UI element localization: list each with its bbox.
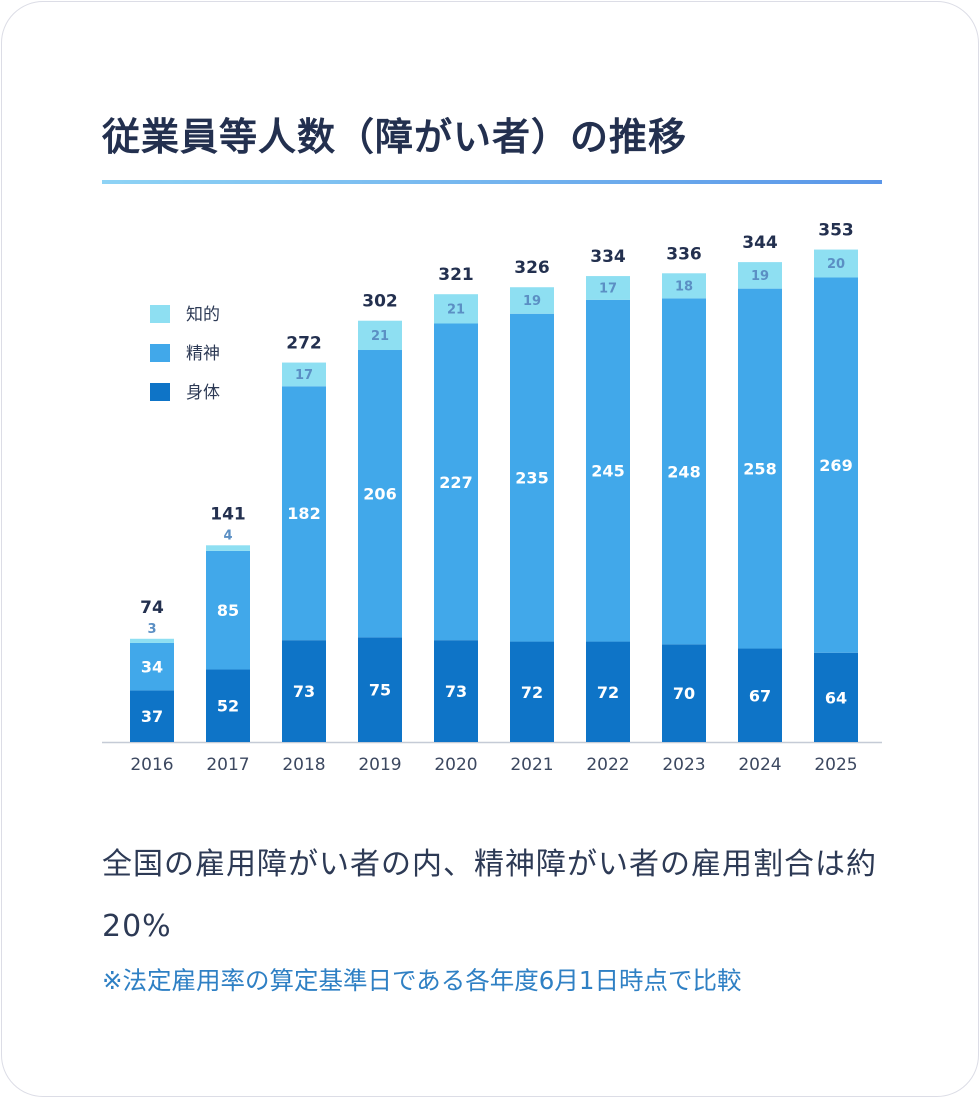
value-label-精神-2025: 269: [819, 456, 852, 475]
total-label-2016: 74: [140, 598, 164, 618]
bar-身体-2024: [738, 648, 782, 742]
bar-精神-2022: [586, 299, 630, 642]
bar-精神-2018: [282, 386, 326, 641]
bar-知的-2018: [282, 362, 326, 387]
value-label-身体-2016: 37: [141, 707, 163, 726]
value-label-知的-2024: 19: [751, 269, 769, 284]
legend-label-知的: 知的: [186, 305, 220, 325]
x-tick-label-2020: 2020: [434, 755, 477, 775]
total-label-2023: 336: [666, 244, 702, 264]
x-tick-label-2017: 2017: [206, 755, 249, 775]
bar-精神-2017: [206, 550, 250, 670]
total-label-2020: 321: [438, 265, 474, 285]
total-label-2024: 344: [742, 233, 778, 253]
value-label-知的-2022: 17: [599, 281, 617, 296]
bar-知的-2021: [510, 287, 554, 314]
bar-知的-2016: [130, 638, 174, 643]
bar-身体-2025: [814, 652, 858, 742]
bar-身体-2019: [358, 637, 402, 742]
x-tick-label-2016: 2016: [130, 755, 173, 775]
bar-身体-2020: [434, 640, 478, 742]
x-tick-label-2022: 2022: [586, 755, 629, 775]
x-tick-label-2023: 2023: [662, 755, 705, 775]
bar-身体-2017: [206, 669, 250, 742]
x-tick-label-2025: 2025: [814, 755, 857, 775]
value-label-身体-2025: 64: [825, 688, 847, 707]
x-tick-label-2024: 2024: [738, 755, 781, 775]
page-title: 従業員等人数（障がい者）の推移: [102, 115, 688, 159]
legend-swatch-精神: [150, 344, 170, 362]
bar-身体-2016: [130, 690, 174, 742]
value-label-精神-2021: 235: [515, 469, 548, 488]
total-label-2017: 141: [210, 504, 246, 524]
bar-知的-2024: [738, 262, 782, 289]
bar-精神-2019: [358, 350, 402, 638]
bar-身体-2021: [510, 641, 554, 742]
value-label-精神-2024: 258: [743, 460, 776, 479]
value-label-身体-2021: 72: [521, 683, 543, 702]
footnote: ※法定雇用率の算定基準日である各年度6月1日時点で比較: [102, 966, 742, 995]
bar-精神-2023: [662, 298, 706, 645]
value-label-身体-2019: 75: [369, 681, 391, 700]
bar-知的-2017: [206, 545, 250, 551]
bar-精神-2021: [510, 313, 554, 642]
bar-知的-2025: [814, 249, 858, 278]
bar-知的-2023: [662, 273, 706, 299]
bar-知的-2022: [586, 276, 630, 300]
total-label-2019: 302: [362, 292, 398, 312]
x-tick-label-2021: 2021: [510, 755, 553, 775]
legend-label-精神: 精神: [186, 344, 220, 364]
total-label-2022: 334: [590, 247, 626, 267]
bar-精神-2024: [738, 288, 782, 649]
x-tick-label-2018: 2018: [282, 755, 325, 775]
bar-身体-2023: [662, 644, 706, 742]
value-label-身体-2017: 52: [217, 697, 239, 716]
value-label-知的-2021: 19: [523, 294, 541, 309]
value-label-身体-2020: 73: [445, 682, 467, 701]
value-label-知的-2020: 21: [447, 302, 465, 317]
summary-note: 全国の雇用障がい者の内、精神障がい者の雇用割合は約20%: [102, 847, 877, 944]
bar-知的-2019: [358, 320, 402, 351]
value-label-知的-2019: 21: [371, 329, 389, 344]
value-label-精神-2020: 227: [439, 473, 472, 492]
title-underline: [102, 180, 882, 184]
value-label-身体-2018: 73: [293, 682, 315, 701]
legend-label-身体: 身体: [186, 383, 220, 403]
x-tick-label-2019: 2019: [358, 755, 401, 775]
bar-身体-2022: [586, 641, 630, 742]
bar-精神-2016: [130, 642, 174, 691]
value-label-精神-2017: 85: [217, 601, 239, 620]
value-label-精神-2019: 206: [363, 485, 396, 504]
bar-精神-2020: [434, 323, 478, 641]
value-label-知的-2017: 4: [223, 528, 232, 543]
legend-swatch-知的: [150, 305, 170, 323]
bar-知的-2020: [434, 294, 478, 324]
value-label-精神-2018: 182: [287, 504, 320, 523]
value-label-知的-2018: 17: [295, 368, 313, 383]
value-label-知的-2025: 20: [827, 257, 845, 272]
total-label-2018: 272: [286, 334, 322, 354]
total-label-2021: 326: [514, 258, 550, 278]
value-label-知的-2023: 18: [675, 279, 693, 294]
value-label-身体-2023: 70: [673, 684, 695, 703]
value-label-知的-2016: 3: [147, 622, 156, 637]
value-label-精神-2016: 34: [141, 658, 163, 677]
value-label-精神-2023: 248: [667, 462, 700, 481]
value-label-身体-2024: 67: [749, 686, 771, 705]
stacked-bar-chart: 3734374201652854141201773182172722018752…: [102, 221, 882, 775]
value-label-精神-2022: 245: [591, 462, 624, 481]
total-label-2025: 353: [818, 221, 854, 241]
bar-身体-2018: [282, 640, 326, 742]
legend-swatch-身体: [150, 383, 170, 401]
value-label-身体-2022: 72: [597, 683, 619, 702]
bar-精神-2025: [814, 277, 858, 653]
